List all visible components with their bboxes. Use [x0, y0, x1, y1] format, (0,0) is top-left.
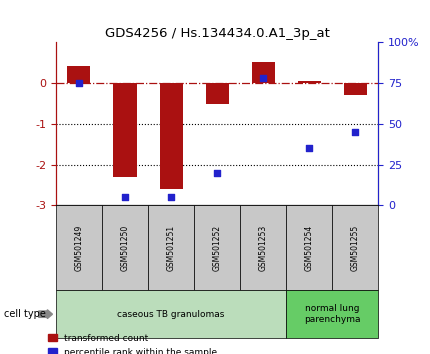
Text: GSM501253: GSM501253 — [259, 225, 268, 271]
Text: GSM501249: GSM501249 — [74, 225, 83, 271]
Bar — [298, 81, 321, 83]
Point — [214, 170, 221, 176]
Bar — [114, 83, 137, 177]
Bar — [252, 62, 275, 83]
Text: caseous TB granulomas: caseous TB granulomas — [117, 310, 225, 319]
Point — [260, 75, 267, 81]
Bar — [344, 83, 367, 96]
Point — [352, 129, 359, 135]
Text: GSM501252: GSM501252 — [213, 225, 221, 271]
Text: cell type: cell type — [4, 309, 46, 319]
Bar — [68, 66, 90, 83]
Text: GSM501255: GSM501255 — [351, 225, 360, 271]
Title: GDS4256 / Hs.134434.0.A1_3p_at: GDS4256 / Hs.134434.0.A1_3p_at — [105, 27, 329, 40]
Bar — [160, 83, 183, 189]
Legend: transformed count, percentile rank within the sample: transformed count, percentile rank withi… — [47, 334, 217, 354]
Bar — [206, 83, 229, 103]
Text: GSM501254: GSM501254 — [305, 225, 314, 271]
Point — [122, 194, 129, 200]
Point — [306, 145, 313, 151]
Point — [168, 194, 175, 200]
Text: GSM501251: GSM501251 — [166, 225, 175, 271]
Text: GSM501250: GSM501250 — [120, 225, 129, 271]
Point — [76, 80, 83, 86]
Text: normal lung
parenchyma: normal lung parenchyma — [304, 304, 361, 324]
